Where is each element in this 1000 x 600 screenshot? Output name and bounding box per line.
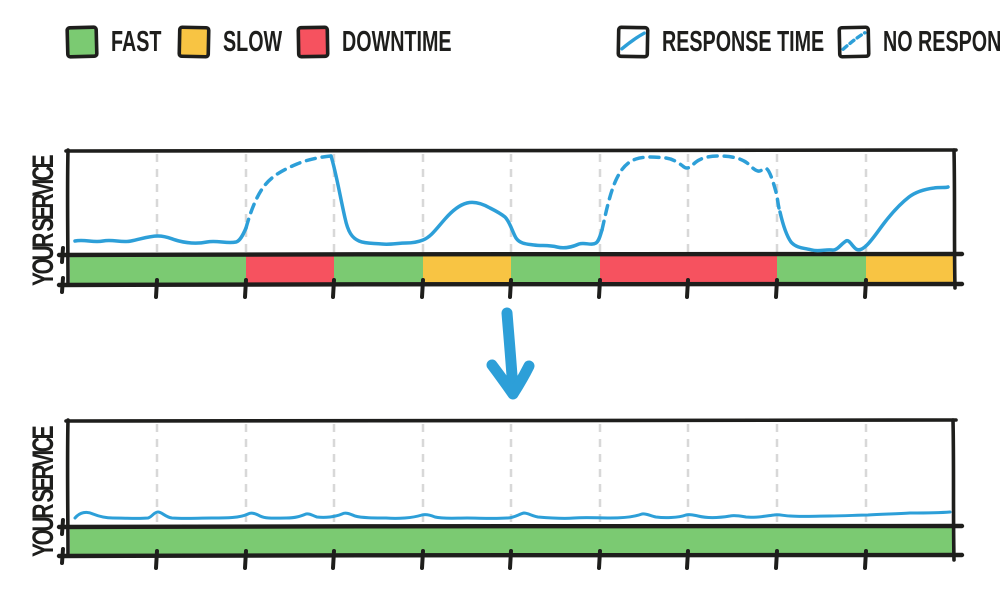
axis-tick — [420, 549, 425, 570]
axis-tick — [863, 549, 868, 570]
legend-item-slow: SLOW — [176, 24, 310, 60]
arrow-shaft — [501, 307, 519, 396]
axis-tick — [331, 278, 336, 299]
frame-top — [64, 148, 958, 153]
response-line-solid — [73, 510, 952, 520]
plot-baseline — [56, 251, 965, 258]
legend-item-no-response: NO RESPONSE — [836, 24, 1000, 60]
axis-end-tick — [60, 547, 65, 565]
axis-tick — [685, 549, 690, 570]
solid-line-glyph — [620, 31, 646, 51]
legend-item-downtime: DOWNTIME — [295, 24, 503, 60]
arrow-down-icon — [486, 307, 535, 400]
downtime-swatch-icon — [296, 25, 330, 59]
axis-end-tick — [60, 276, 65, 294]
fast-swatch-icon — [65, 25, 99, 59]
top-response-line — [73, 154, 950, 253]
legend-label-downtime: DOWNTIME — [342, 25, 452, 58]
plot-baseline — [56, 523, 965, 530]
axis-tick — [243, 549, 248, 570]
top-axis-ticks — [154, 278, 868, 299]
legend-label-slow: SLOW — [223, 25, 283, 58]
bottom-chart-title: YOUR SERVICE — [28, 425, 60, 557]
status-segment-fast — [334, 256, 423, 284]
axis-tick — [774, 278, 779, 299]
status-segment-slow — [866, 256, 953, 284]
top-status-bar — [70, 256, 953, 284]
response-line-solid — [73, 226, 248, 245]
no-response-line-dashed — [600, 154, 782, 232]
top-chart-title: YOUR SERVICE — [28, 154, 60, 286]
axis-tick — [863, 278, 868, 299]
frame-right — [951, 418, 956, 562]
slow-swatch-rect — [177, 25, 211, 59]
downtime-swatch-rect — [296, 25, 330, 59]
no-response-line-dashed — [244, 154, 333, 230]
axis-tick — [597, 278, 602, 299]
top-chart: YOUR SERVICE — [28, 148, 965, 299]
top-chart-gridlines — [155, 154, 868, 252]
status-segment-fast — [511, 256, 600, 284]
bottom-axis-ticks — [154, 549, 868, 570]
bottom-chart: YOUR SERVICE — [28, 418, 965, 570]
frame-right — [952, 148, 957, 290]
axis-tick — [508, 549, 513, 570]
slow-swatch-icon — [177, 25, 211, 59]
fast-swatch-rect — [65, 25, 99, 59]
no-response-swatch-icon — [837, 25, 871, 59]
status-segment-slow — [423, 256, 511, 284]
axis-tick — [774, 549, 779, 570]
arrow-head — [486, 359, 535, 400]
axis-tick — [154, 278, 159, 299]
axis-tick — [154, 549, 159, 570]
axis-tick — [508, 278, 513, 299]
status-segment-downtime — [246, 256, 334, 284]
axis-tick — [597, 549, 602, 570]
legend-item-response-time: RESPONSE TIME — [615, 24, 901, 60]
response-line-solid — [329, 154, 604, 250]
legend-item-fast: FAST — [64, 24, 185, 60]
legend-label-no-response: NO RESPONSE — [883, 25, 1000, 58]
axis-tick — [420, 278, 425, 299]
legend-label-response-time: RESPONSE TIME — [662, 25, 825, 58]
axis-tick — [331, 549, 336, 570]
axis-tick — [685, 278, 690, 299]
status-segment-fast — [777, 256, 866, 284]
bottom-chart-gridlines — [155, 424, 868, 523]
axis-end-tick — [60, 518, 65, 536]
frame-top — [64, 418, 958, 423]
response-line-solid — [778, 185, 950, 253]
dashed-line-glyph — [841, 31, 867, 51]
axis-tick — [243, 278, 248, 299]
legend-label-fast: FAST — [111, 25, 162, 58]
axis-end-tick — [60, 246, 65, 264]
response-time-swatch-icon — [616, 25, 650, 59]
bottom-response-line — [73, 510, 952, 520]
